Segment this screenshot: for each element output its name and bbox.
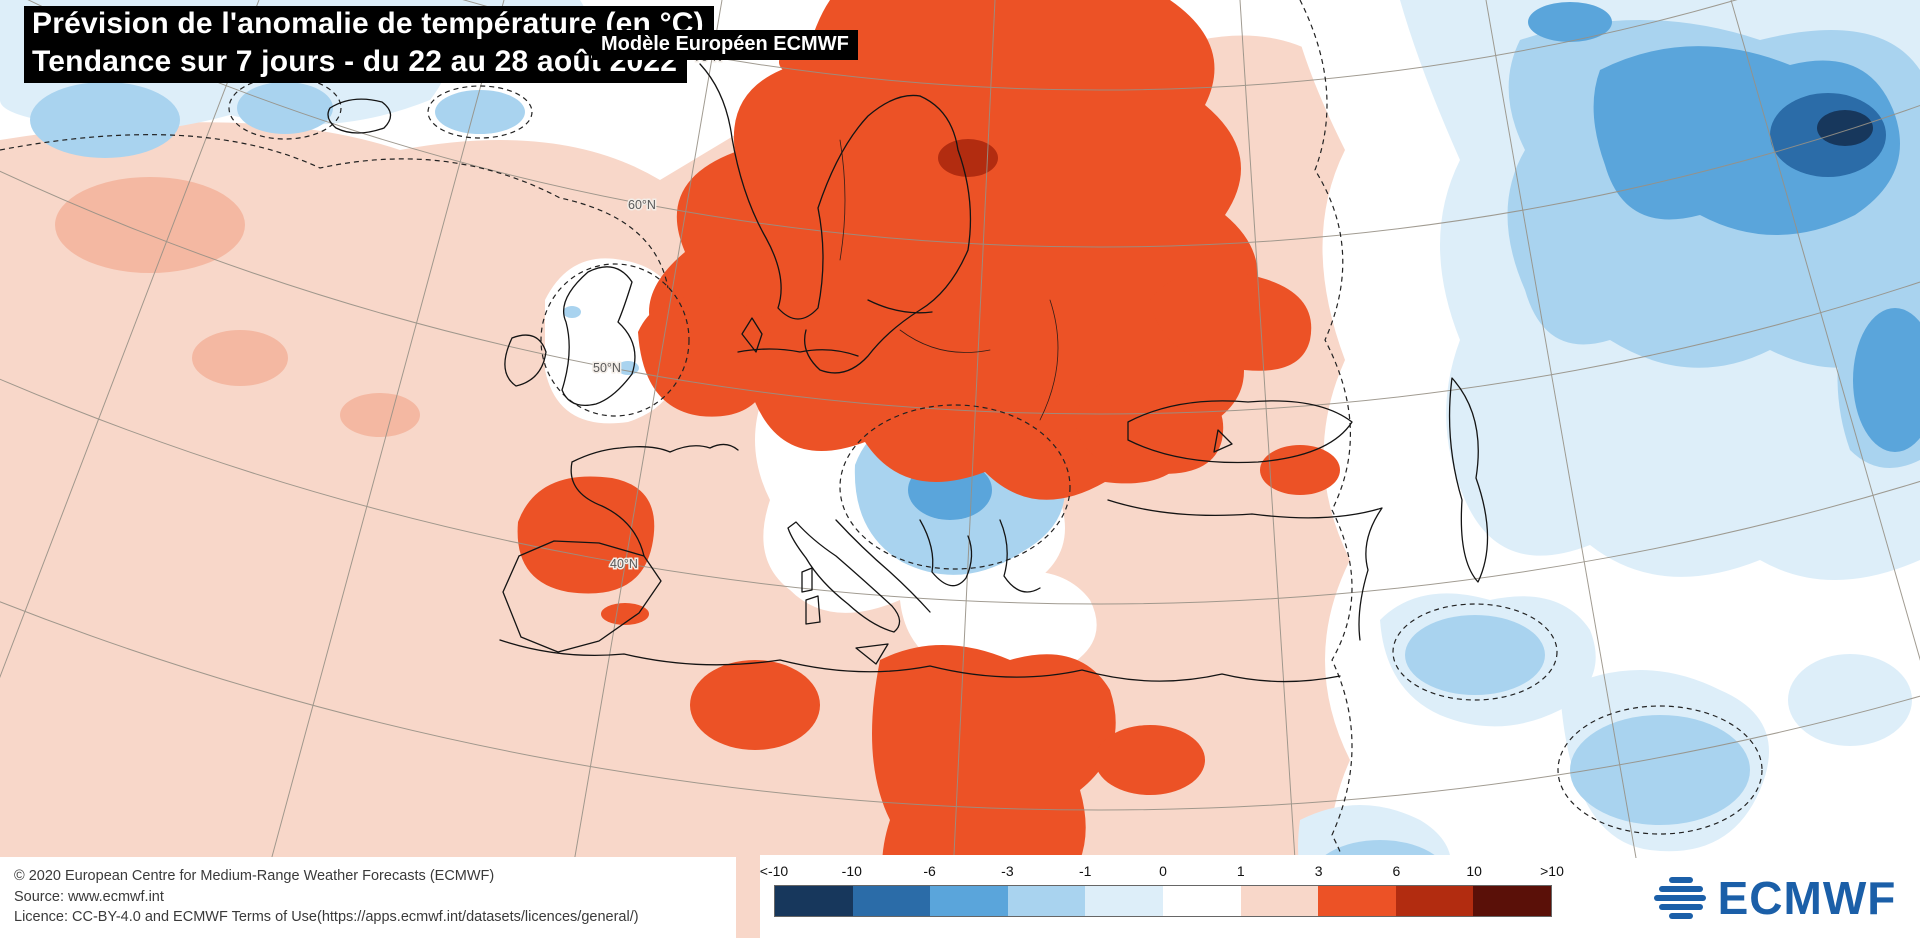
- dashed-contours: [0, 0, 1763, 938]
- legend-tick: -10: [841, 863, 862, 879]
- legend-segment: [1162, 886, 1241, 916]
- legend-segment: [1318, 886, 1396, 916]
- legend-tick: 3: [1314, 863, 1323, 879]
- legend-tick: 1: [1236, 863, 1245, 879]
- lat-label-60n: 60°N: [628, 198, 656, 212]
- legend-segment: [1473, 886, 1551, 916]
- model-label: Modèle Européen ECMWF: [592, 30, 858, 60]
- warm-anomaly-salmon: [55, 177, 420, 437]
- legend-tick: 6: [1392, 863, 1401, 879]
- legend-tick: 10: [1466, 863, 1482, 879]
- legend-tick: >10: [1540, 863, 1564, 879]
- color-scale-legend: <-10 -10 -6 -3 -1 0 1 3 6 10 >10: [760, 855, 1566, 938]
- legend-segment: [1007, 886, 1086, 916]
- legend-segment: [775, 886, 853, 916]
- legend-tick: <-10: [759, 863, 789, 879]
- lat-label-40n: 40°N: [610, 557, 638, 571]
- legend-segment: [1395, 886, 1474, 916]
- ecmwf-logo: ECMWF: [1628, 858, 1920, 938]
- coastlines: [327, 63, 1489, 683]
- map-title: Prévision de l'anomalie de température (…: [24, 6, 714, 83]
- legend-tick: -3: [1001, 863, 1014, 879]
- legend-segment: [930, 886, 1008, 916]
- legend-tick: -1: [1078, 863, 1092, 879]
- legend-tick: 0: [1159, 863, 1167, 879]
- warm-anomaly-dark: [938, 139, 998, 177]
- title-line-2: Tendance sur 7 jours - du 22 au 28 août …: [24, 44, 688, 83]
- lat-label-50n: 50°N: [593, 361, 621, 375]
- legend-color-bar: [774, 885, 1552, 917]
- copyright-text: © 2020 European Centre for Medium-Range …: [14, 868, 495, 885]
- ecmwf-logo-text: ECMWF: [1717, 872, 1897, 924]
- source-text: Source: www.ecmwf.int: [14, 888, 164, 905]
- credits-box: © 2020 European Centre for Medium-Range …: [0, 857, 736, 938]
- cold-anomaly-navy: [1817, 110, 1873, 146]
- licence-text: Licence: CC-BY-4.0 and ECMWF Terms of Us…: [14, 909, 639, 926]
- legend-tick-labels: <-10 -10 -6 -3 -1 0 1 3 6 10 >10: [760, 863, 1564, 885]
- legend-segment: [1240, 886, 1319, 916]
- ecmwf-globe-icon: [1653, 877, 1706, 919]
- legend-segment: [852, 886, 931, 916]
- legend-tick: -6: [923, 863, 936, 879]
- legend-segment: [1085, 886, 1163, 916]
